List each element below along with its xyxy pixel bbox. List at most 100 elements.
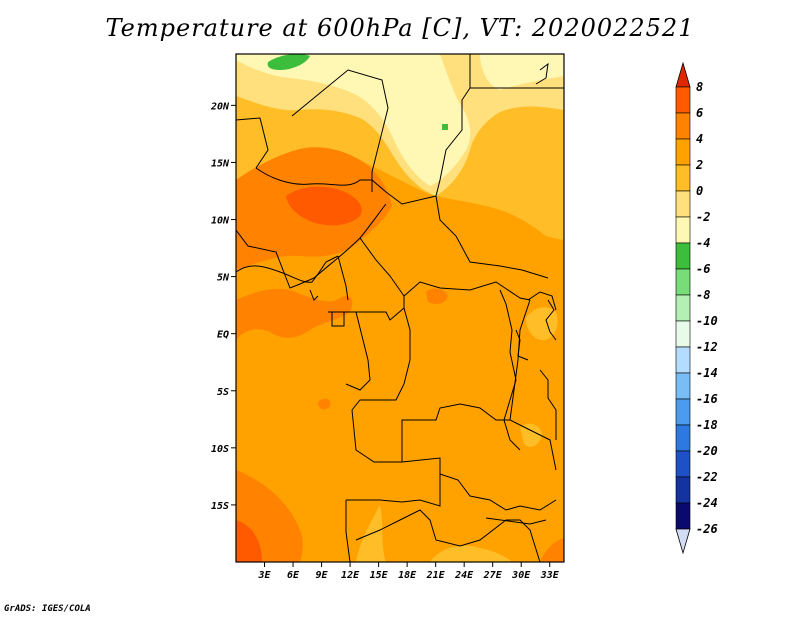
lat-tick-label: 15S [211, 501, 229, 512]
border-line [509, 299, 557, 471]
grads-credit: GrADS: IGES/COLA [4, 604, 91, 614]
border-line [236, 229, 315, 289]
colorbar-level-label: -10 [696, 314, 718, 328]
colorbar-level-label: 6 [696, 106, 703, 120]
border-line [236, 255, 339, 283]
border-line [351, 307, 411, 411]
colorbar-swatch [675, 242, 691, 270]
country-borders [236, 54, 564, 562]
longitude-axis: 3E 6E 9E 12E 15E 18E 21E 24E 27E 30E 33E [257, 562, 560, 581]
colorbar-level-label: -22 [696, 470, 718, 484]
colorbar-level-label: 4 [696, 132, 703, 146]
border-line [499, 289, 521, 451]
border-line [291, 69, 389, 192]
lat-tick-label: 5N [217, 273, 230, 284]
field-band-6-to-8 [236, 520, 262, 562]
field-band-minus6-to-minus4 [267, 54, 310, 70]
border-line [345, 311, 371, 391]
colorbar: 8 6 4 2 0 -2 -4 -6 -8 -10 -12 -14 -16 -18 -20 -22 -24 -26 [675, 61, 718, 555]
lat-tick-label: 10S [211, 444, 229, 455]
border-line [355, 529, 381, 541]
colorbar-swatch [675, 86, 691, 114]
colorbar-level-label: 8 [696, 80, 703, 94]
field-band-0-to-2 [520, 423, 542, 447]
lon-tick-label: 24E [454, 570, 474, 581]
colorbar-swatch [675, 294, 691, 322]
lon-tick-label: 6E [287, 570, 300, 581]
border-line [255, 167, 372, 186]
colorbar-level-label: -16 [696, 392, 718, 406]
map-title: Temperature at 600hPa [C], VT: 202002252… [105, 14, 695, 42]
colorbar-level-label: 2 [695, 158, 703, 172]
colorbar-bottom-arrow [675, 528, 691, 555]
border-line [539, 369, 557, 440]
border-line [328, 237, 405, 321]
border-line [403, 281, 531, 301]
field-band-minus4-to-minus2 [236, 54, 471, 186]
colorbar-swatch [675, 476, 691, 504]
border-line [236, 117, 269, 169]
colorbar-swatch [675, 320, 691, 348]
colorbar-level-label: -26 [696, 522, 718, 536]
colorbar-level-label: -4 [696, 236, 710, 250]
lon-tick-label: 30E [511, 570, 531, 581]
border-line [401, 403, 510, 462]
border-line [485, 517, 547, 525]
colorbar-level-label: -14 [696, 366, 718, 380]
lon-tick-label: 18E [398, 570, 417, 581]
latitude-axis: 20N 15N 10N 5N EQ 5S 10S 15S [210, 101, 236, 512]
map-frame [235, 53, 565, 563]
lon-tick-label: 21E [426, 570, 446, 581]
colorbar-level-label: -8 [696, 288, 710, 302]
colorbar-swatch [675, 112, 691, 140]
field-band-minus6-to-minus4 [442, 124, 448, 130]
colorbar-swatch [675, 450, 691, 478]
colorbar-level-label: -24 [696, 496, 718, 510]
border-line [309, 289, 319, 301]
border-line [345, 500, 351, 562]
colorbar-swatch [675, 424, 691, 452]
border-line [337, 255, 349, 301]
colorbar-swatch [675, 138, 691, 166]
lon-tick-label: 12E [341, 570, 360, 581]
field-band-4-to-6 [540, 538, 564, 562]
colorbar-swatch [675, 216, 691, 244]
lat-tick-label: 5S [217, 387, 229, 398]
lon-tick-label: 33E [540, 570, 560, 581]
field-band-6-to-8 [286, 186, 362, 226]
colorbar-level-label: -6 [696, 262, 710, 276]
field-band-4-to-6 [426, 288, 448, 304]
temperature-field [236, 54, 564, 562]
colorbar-swatch [675, 346, 691, 374]
border-line [371, 179, 437, 205]
border-line [535, 62, 549, 85]
border-line [515, 329, 529, 361]
colorbar-swatch [675, 190, 691, 218]
border-line [346, 474, 441, 507]
field-band-minus4-to-minus2 [480, 54, 564, 90]
lat-tick-label: 20N [210, 101, 230, 112]
border-line [435, 87, 471, 197]
colorbar-level-label: -12 [696, 340, 718, 354]
lon-tick-label: 15E [370, 570, 389, 581]
colorbar-swatch [675, 372, 691, 400]
lat-tick-label: 15N [211, 158, 230, 169]
border-line [435, 195, 549, 279]
lon-tick-label: 3E [257, 570, 271, 581]
field-band-4-to-6 [318, 398, 331, 410]
colorbar-level-label: -18 [696, 418, 718, 432]
colorbar-level-label: -2 [696, 210, 710, 224]
lat-tick-label: 10N [211, 216, 230, 227]
colorbar-swatch [675, 502, 691, 530]
border-line [331, 312, 345, 327]
colorbar-level-label: -20 [696, 444, 718, 458]
colorbar-top-arrow [675, 61, 691, 88]
colorbar-swatch [675, 164, 691, 192]
border-line [545, 299, 557, 341]
lon-tick-label: 9E [316, 570, 329, 581]
field-band-0-to-2 [430, 545, 512, 562]
colorbar-swatch [675, 398, 691, 426]
lon-tick-label: 27E [483, 570, 503, 581]
border-line [351, 409, 557, 511]
colorbar-swatch [675, 268, 691, 296]
